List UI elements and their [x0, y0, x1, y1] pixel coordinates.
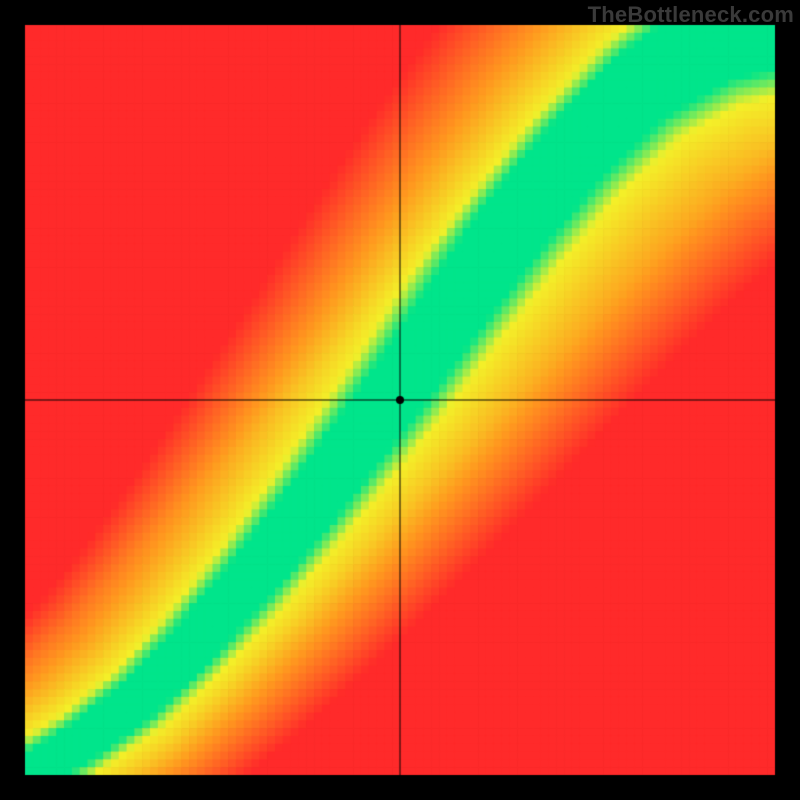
heatmap-canvas	[0, 0, 800, 800]
watermark-text: TheBottleneck.com	[588, 2, 794, 28]
chart-container: TheBottleneck.com	[0, 0, 800, 800]
